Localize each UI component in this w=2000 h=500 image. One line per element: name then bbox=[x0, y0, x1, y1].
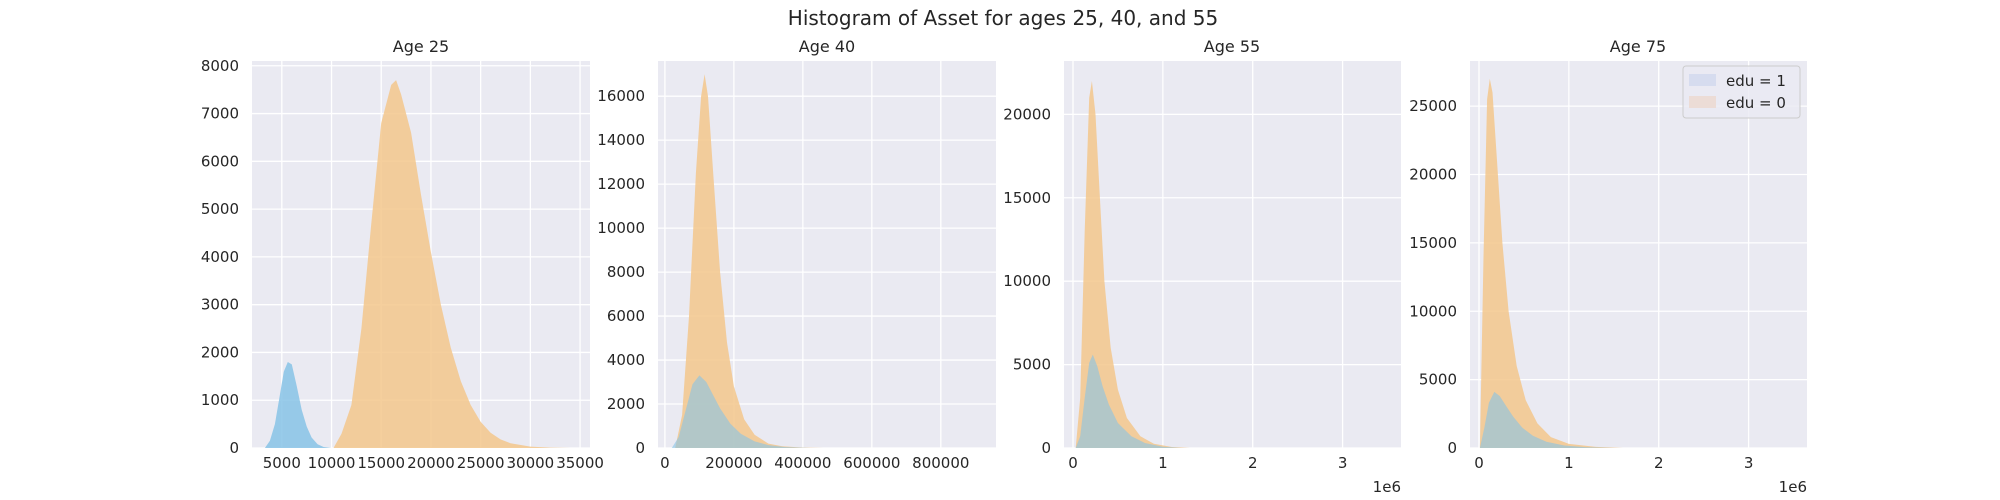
y-tick-label: 0 bbox=[1041, 439, 1051, 457]
x-tick-label: 3 bbox=[1744, 454, 1754, 472]
histogram-edu-0 bbox=[333, 80, 571, 448]
y-tick-label: 0 bbox=[229, 439, 239, 457]
y-tick-label: 20000 bbox=[1003, 105, 1051, 123]
y-tick-label: 2000 bbox=[201, 343, 239, 361]
x-tick-label: 200000 bbox=[705, 454, 762, 472]
legend-label-edu0: edu = 0 bbox=[1726, 94, 1786, 112]
y-tick-label: 5000 bbox=[201, 200, 239, 218]
x-tick-label: 25000 bbox=[457, 454, 505, 472]
legend-swatch-edu1 bbox=[1689, 74, 1716, 86]
y-tick-label: 4000 bbox=[607, 351, 645, 369]
histogram-edu-1 bbox=[1075, 354, 1181, 448]
x-tick-label: 35000 bbox=[556, 454, 604, 472]
y-tick-label: 6000 bbox=[201, 152, 239, 170]
x-tick-label: 2 bbox=[1654, 454, 1664, 472]
histogram-edu-0 bbox=[1075, 81, 1190, 448]
y-tick-label: 12000 bbox=[597, 175, 645, 193]
y-tick-label: 10000 bbox=[597, 219, 645, 237]
x-tick-label: 0 bbox=[1474, 454, 1484, 472]
subplot-title: Age 40 bbox=[799, 37, 855, 56]
y-tick-label: 15000 bbox=[1003, 189, 1051, 207]
histogram-edu-1 bbox=[671, 375, 810, 448]
x-tick-label: 3 bbox=[1338, 454, 1348, 472]
x-tick-label: 15000 bbox=[357, 454, 405, 472]
histogram-edu-1 bbox=[264, 362, 332, 448]
subplot-title: Age 25 bbox=[393, 37, 449, 56]
x-tick-label: 5000 bbox=[263, 454, 301, 472]
x-tick-label: 1 bbox=[1158, 454, 1168, 472]
y-tick-label: 10000 bbox=[1409, 302, 1457, 320]
subplot-age-40: Age 40 0 200000 400000 600000 800000 0 2000 400… bbox=[597, 37, 996, 472]
x-tick-label: 10000 bbox=[308, 454, 356, 472]
y-tick-label: 0 bbox=[1447, 439, 1457, 457]
y-tick-label: 14000 bbox=[597, 131, 645, 149]
y-tick-label: 7000 bbox=[201, 105, 239, 123]
plot-area bbox=[1470, 61, 1807, 448]
x-tick-label: 2 bbox=[1248, 454, 1258, 472]
y-tick-label: 15000 bbox=[1409, 234, 1457, 252]
legend: edu = 1 edu = 0 bbox=[1682, 65, 1801, 119]
y-tick-label: 10000 bbox=[1003, 272, 1051, 290]
histogram-edu-0 bbox=[675, 74, 824, 448]
subplot-age-25: Age 25 5000 10000 15000 20000 25000 30000 3500… bbox=[201, 37, 604, 472]
subplot-age-55: Age 55 0 1 2 3 0 5000 10000 15000 20000 1e6 bbox=[1003, 37, 1401, 496]
y-tick-label: 5000 bbox=[1419, 371, 1457, 389]
figure-title: Histogram of Asset for ages 25, 40, and … bbox=[788, 6, 1218, 30]
y-tick-label: 5000 bbox=[1013, 356, 1051, 374]
x-axis-offset-label: 1e6 bbox=[1779, 478, 1807, 496]
x-tick-label: 20000 bbox=[407, 454, 455, 472]
y-tick-label: 16000 bbox=[597, 87, 645, 105]
x-tick-label: 0 bbox=[660, 454, 670, 472]
x-tick-label: 800000 bbox=[912, 454, 969, 472]
legend-label-edu1: edu = 1 bbox=[1726, 72, 1786, 90]
y-tick-label: 8000 bbox=[607, 263, 645, 281]
subplot-title: Age 75 bbox=[1610, 37, 1666, 56]
x-axis-offset-label: 1e6 bbox=[1373, 478, 1401, 496]
y-tick-label: 4000 bbox=[201, 248, 239, 266]
plot-area bbox=[1064, 61, 1401, 448]
x-tick-label: 600000 bbox=[843, 454, 900, 472]
subplot-title: Age 55 bbox=[1204, 37, 1260, 56]
x-tick-label: 30000 bbox=[506, 454, 554, 472]
y-tick-label: 8000 bbox=[201, 57, 239, 75]
histogram-edu-1 bbox=[1479, 391, 1614, 448]
y-tick-label: 3000 bbox=[201, 296, 239, 314]
legend-swatch-edu0 bbox=[1689, 96, 1716, 108]
x-tick-label: 400000 bbox=[774, 454, 831, 472]
y-tick-label: 0 bbox=[635, 439, 645, 457]
y-tick-label: 2000 bbox=[607, 395, 645, 413]
y-tick-label: 20000 bbox=[1409, 166, 1457, 184]
y-tick-label: 6000 bbox=[607, 307, 645, 325]
y-tick-label: 1000 bbox=[201, 391, 239, 409]
subplot-age-75: Age 75 0 1 2 3 0 5000 10000 15000 20000 25000 1e6 bbox=[1409, 37, 1807, 496]
x-tick-label: 0 bbox=[1068, 454, 1078, 472]
y-tick-label: 25000 bbox=[1409, 97, 1457, 115]
x-tick-label: 1 bbox=[1564, 454, 1574, 472]
